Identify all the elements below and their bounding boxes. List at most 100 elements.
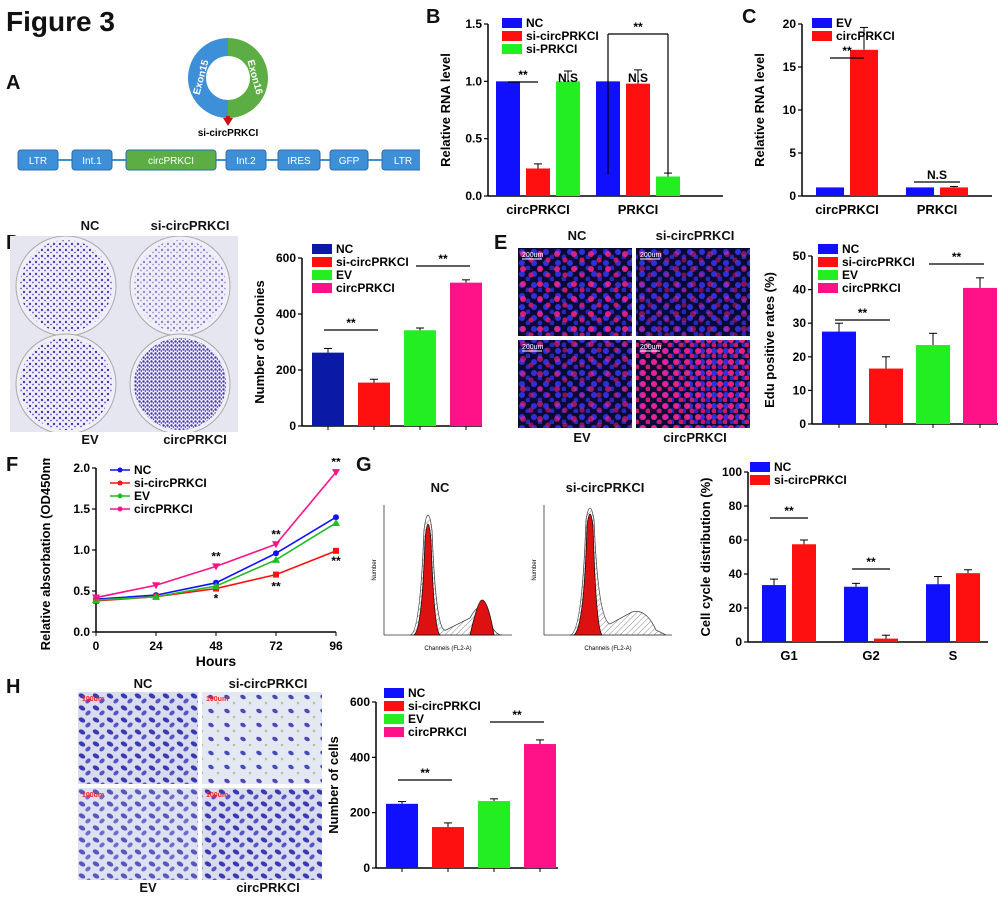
x-tick-label: 0: [93, 639, 100, 653]
legend-marker: [117, 493, 123, 499]
mig-label-circ: circPRKCI: [236, 880, 300, 895]
img-label-ev: EV: [81, 432, 99, 447]
sig-label: **: [331, 458, 341, 469]
img-label-circ: circPRKCI: [163, 432, 227, 447]
chart-b: 0.0 0.5 1.0 1.5 Relative RNA level circPRKCI P…: [438, 16, 723, 217]
scale-bl: 200um: [522, 344, 544, 351]
bar: [916, 345, 950, 424]
sig-label: **: [952, 250, 962, 264]
y-tick-label: 400: [350, 750, 370, 764]
legend-swatch: [818, 257, 838, 267]
legend-label: NC: [408, 686, 426, 700]
bar: [816, 187, 844, 196]
sig-label: **: [866, 555, 876, 569]
sig-label: **: [331, 554, 341, 568]
bar: [404, 330, 436, 426]
bar: [432, 827, 464, 868]
y-tick-label: 20: [729, 601, 743, 615]
sig-label: **: [271, 580, 281, 594]
legend-swatch: [312, 257, 332, 267]
y-tick-label: 1.0: [465, 74, 482, 88]
bar: [626, 83, 650, 196]
legend-swatch: [502, 44, 522, 54]
bar: [450, 282, 482, 426]
legend-label: si-circPRKCI: [336, 255, 409, 269]
panel-e-images: NC si-circPRKCI 200um 200um: [512, 228, 752, 448]
y-axis-label: Number of cells: [326, 736, 341, 834]
chart-f: 0.0 0.5 1.0 1.5 2.0 Relative absorbation (OD4…: [38, 458, 343, 669]
y-tick-label: 0.0: [73, 625, 90, 639]
sig-label: **: [784, 504, 794, 518]
mig-label-si: si-circPRKCI: [228, 676, 308, 691]
img-label-nc: NC: [80, 218, 100, 233]
flow-xlab-right: Channels (FL2-A): [584, 646, 631, 652]
y-tick-label: 600: [276, 251, 296, 265]
legend-swatch: [502, 31, 522, 41]
img-label-si: si-circPRKCI: [150, 218, 230, 233]
data-point: [333, 514, 339, 521]
legend-swatch: [818, 244, 838, 254]
construct-box: [225, 149, 267, 171]
legend-label: circPRKCI: [408, 725, 467, 739]
legend-label: si-circPRKCI: [408, 699, 481, 713]
flow-xlab-left: Channels (FL2-A): [424, 646, 471, 652]
legend-swatch: [750, 475, 770, 485]
sig-label: **: [346, 316, 356, 330]
bar: [906, 187, 934, 196]
bar: [963, 287, 997, 424]
y-tick-label: 1.5: [465, 17, 482, 31]
bar: [386, 803, 418, 868]
panel-label-h: H: [6, 676, 21, 698]
edu-label-ev: EV: [573, 430, 591, 445]
sig-label: N.S: [927, 168, 947, 182]
legend-label: si-circPRKCI: [842, 255, 915, 269]
x-tick-label: circPRKCI: [815, 202, 879, 217]
panel-label-e: E: [494, 232, 508, 254]
legend-swatch: [502, 18, 522, 28]
y-tick-label: 400: [276, 307, 296, 321]
y-tick-label: 0: [735, 635, 742, 649]
y-tick-label: 15: [783, 60, 797, 74]
y-tick-label: 40: [729, 567, 743, 581]
y-tick-label: 0: [789, 189, 796, 203]
bar: [526, 168, 550, 196]
legend-swatch: [312, 244, 332, 254]
construct-label: IRES: [287, 156, 311, 167]
sig-label: **: [518, 68, 528, 82]
legend-label: circPRKCI: [842, 281, 901, 295]
y-tick-label: 20: [793, 350, 807, 364]
construct-box: [277, 149, 321, 171]
si-circprkci-label: si-circPRKCI: [198, 128, 259, 139]
migration-photo: 100um 100um 100um 100um: [78, 692, 322, 880]
bar: [556, 81, 580, 196]
legend-swatch: [750, 462, 770, 472]
construct-label: Int.1: [82, 156, 102, 167]
mig-scale-tl: 100um: [82, 696, 104, 703]
panel-label-c: C: [742, 6, 757, 28]
bar: [792, 544, 816, 642]
bar: [822, 331, 856, 424]
sig-label: **: [271, 527, 281, 541]
x-tick-label: PRKCI: [917, 202, 957, 217]
flow-title-nc: NC: [430, 480, 450, 495]
legend-label: EV: [836, 16, 852, 30]
construct-label: LTR: [29, 156, 47, 167]
data-point: [152, 582, 160, 590]
y-tick-label: 0: [289, 419, 296, 433]
legend-swatch: [384, 727, 404, 737]
y-tick-label: 60: [729, 533, 743, 547]
bar: [926, 584, 950, 642]
x-tick-label: circPRKCI: [506, 202, 570, 217]
sig-label: N.S: [628, 71, 648, 85]
bar: [478, 801, 510, 868]
exon16-arc: [228, 38, 268, 118]
panel-label-b: B: [426, 6, 441, 28]
legend-label: si-circPRKCI: [526, 29, 599, 43]
x-tick-label: 48: [209, 639, 223, 653]
chart-h: 0 200 400 600 Number of cells NCsi-circPRKCIE…: [326, 686, 558, 875]
chart-g: 0 20 40 60 80 100 Cell cycle distribution (%) G…: [698, 460, 988, 663]
y-tick-label: 0: [363, 861, 370, 875]
bar: [358, 382, 390, 426]
x-tick-label: PRKCI: [618, 202, 658, 217]
legend-label: NC: [336, 242, 354, 256]
